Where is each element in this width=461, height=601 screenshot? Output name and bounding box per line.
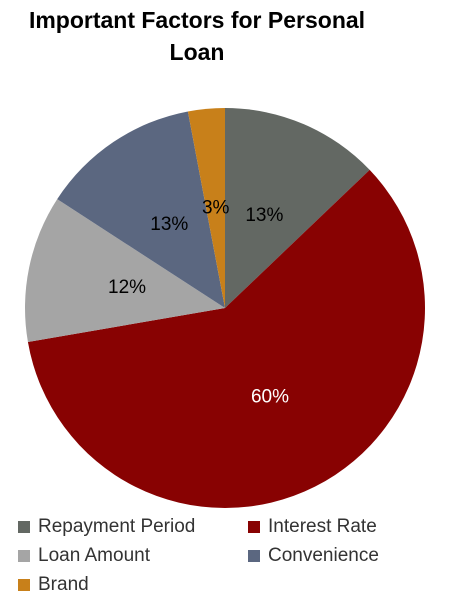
legend-label: Interest Rate	[268, 516, 377, 537]
pie-slice	[187, 108, 225, 308]
legend-swatch	[18, 521, 30, 533]
data-label: 60%	[251, 386, 289, 407]
legend-label: Convenience	[268, 545, 379, 566]
legend-swatch	[18, 550, 30, 562]
legend-label: Loan Amount	[38, 545, 151, 566]
chart-title: Important Factors for Personal Loan	[28, 7, 366, 65]
data-label: 13%	[245, 205, 283, 226]
legend-swatch	[18, 579, 30, 591]
legend-label: Repayment Period	[38, 516, 195, 537]
data-label: 13%	[150, 214, 188, 235]
pie-slice	[25, 199, 226, 343]
data-label: 12%	[108, 277, 146, 298]
pie-slice	[27, 169, 426, 509]
legend-swatch	[248, 521, 260, 533]
data-label: 3%	[202, 197, 230, 218]
pie-slice	[57, 111, 225, 308]
legend-label: Brand	[38, 574, 89, 595]
pie-slice	[225, 108, 370, 308]
legend-swatch	[248, 550, 260, 562]
